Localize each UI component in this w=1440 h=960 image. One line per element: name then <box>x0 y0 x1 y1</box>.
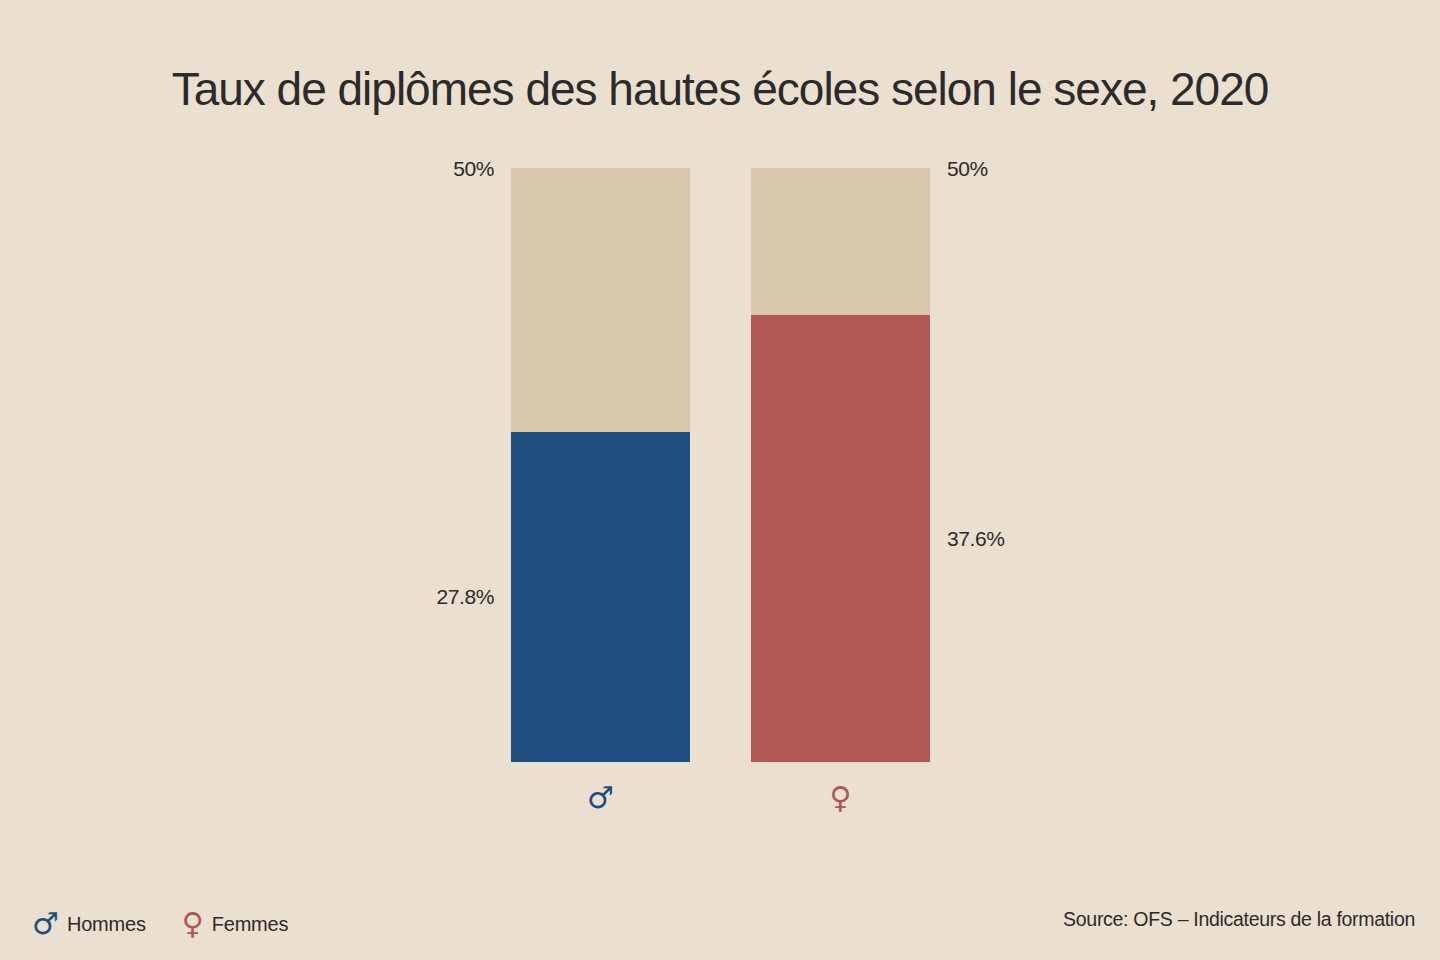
legend-item-hommes: ♂ Hommes <box>32 906 146 942</box>
bar-track-femmes <box>751 168 930 762</box>
legend-item-femmes: ♀ Femmes <box>182 906 289 942</box>
source-text: Source: OFS – Indicateurs de la formatio… <box>1063 908 1415 931</box>
axis-max-label-hommes: 50% <box>453 158 494 180</box>
bar-femmes[interactable] <box>751 315 930 762</box>
bar-hommes[interactable] <box>511 432 690 762</box>
legend: ♂ Hommes ♀ Femmes <box>32 906 288 942</box>
axis-max-label-femmes: 50% <box>947 158 988 180</box>
male-icon: ♂ <box>32 906 59 942</box>
value-label-femmes: 37.6% <box>947 528 1005 550</box>
value-label-hommes: 27.8% <box>436 586 494 608</box>
bar-track-hommes <box>511 168 690 762</box>
legend-label-femmes: Femmes <box>212 913 289 936</box>
chart-page: Taux de diplômes des hautes écoles selon… <box>0 0 1440 960</box>
legend-label-hommes: Hommes <box>67 913 146 936</box>
male-symbol-axis-icon: ♂ <box>511 780 690 815</box>
chart-title: Taux de diplômes des hautes écoles selon… <box>0 66 1440 112</box>
female-icon: ♀ <box>182 906 204 942</box>
female-symbol-axis-icon: ♀ <box>751 780 930 815</box>
